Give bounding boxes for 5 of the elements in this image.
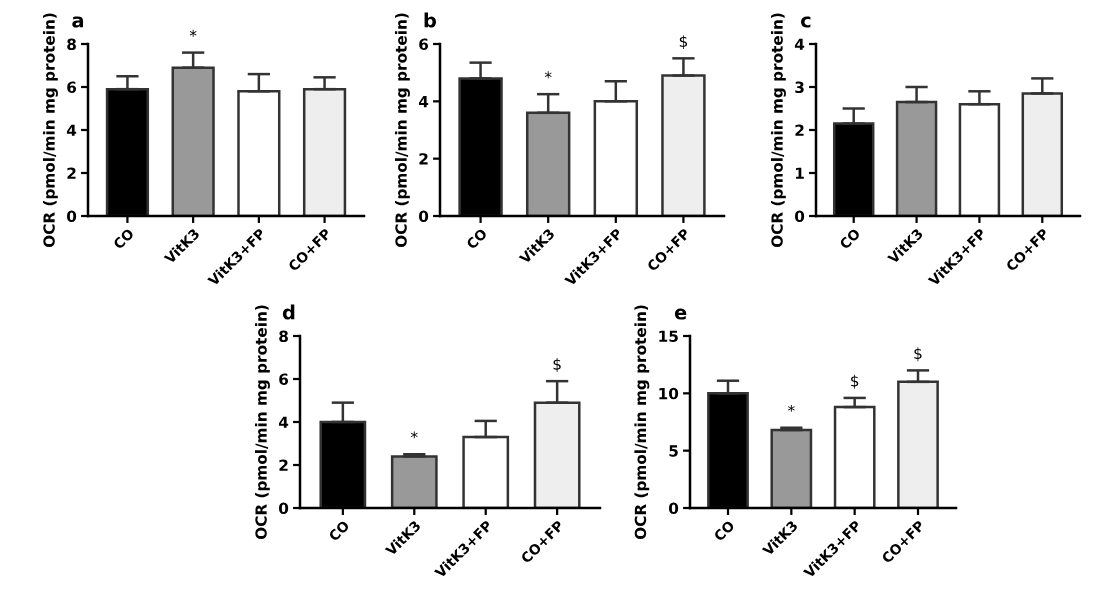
chart-title: d (282, 304, 295, 320)
chart-title: e (674, 308, 687, 320)
chart-title: a (72, 16, 84, 28)
chart-title: b (424, 12, 437, 28)
chart-title: c (801, 16, 811, 28)
